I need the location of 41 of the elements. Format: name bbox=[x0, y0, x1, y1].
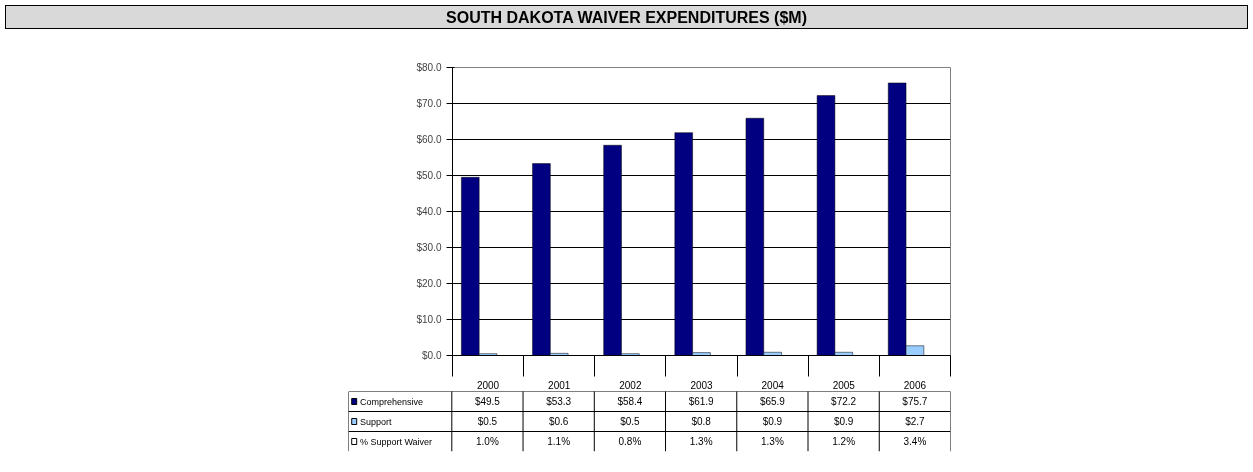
text: 1.3% bbox=[761, 436, 784, 447]
chart-title: SOUTH DAKOTA WAIVER EXPENDITURES ($M) bbox=[446, 8, 807, 28]
x-tick-label: 2006 bbox=[903, 379, 927, 391]
legend-label: % Support Waiver bbox=[359, 436, 433, 447]
text: 0.8% bbox=[618, 436, 642, 447]
y-tick-label: $70.0 bbox=[416, 98, 442, 109]
y-tick-label: $0.0 bbox=[422, 350, 442, 361]
text: 1.1% bbox=[547, 436, 571, 447]
data-label: $58.4 bbox=[617, 396, 643, 407]
text: 3.4% bbox=[903, 436, 927, 447]
y-tick-label: $50.0 bbox=[416, 170, 442, 181]
data-label: $65.9 bbox=[759, 396, 786, 407]
data-label: $0.9 bbox=[762, 416, 783, 427]
data-label: $53.3 bbox=[546, 396, 572, 407]
legend-label: Support bbox=[359, 416, 392, 427]
data-label: $2.7 bbox=[905, 416, 926, 427]
data-label: $0.5 bbox=[620, 416, 641, 427]
data-label: $75.7 bbox=[902, 396, 928, 407]
data-label: $0.5 bbox=[477, 416, 498, 427]
y-tick-label: $10.0 bbox=[416, 314, 442, 325]
x-tick-label: 2003 bbox=[690, 379, 714, 391]
text: 1.2% bbox=[832, 436, 856, 447]
x-tick-label: 2000 bbox=[476, 379, 500, 391]
legend-label: Comprehensive bbox=[359, 396, 423, 407]
y-tick-label: $30.0 bbox=[416, 242, 442, 253]
y-tick-label: $80.0 bbox=[416, 62, 442, 73]
data-label: $72.2 bbox=[831, 396, 857, 407]
x-tick-label: 2002 bbox=[619, 379, 642, 391]
x-tick-label: 2004 bbox=[761, 379, 785, 391]
data-label: $49.5 bbox=[474, 396, 501, 407]
y-tick-label: $20.0 bbox=[416, 278, 442, 289]
data-label: $0.9 bbox=[833, 416, 854, 427]
data-label: $0.8 bbox=[691, 416, 712, 427]
x-tick-label: 2001 bbox=[548, 379, 571, 391]
y-tick-label: $40.0 bbox=[416, 206, 442, 217]
data-label: $0.6 bbox=[548, 416, 569, 427]
text: 1.0% bbox=[476, 436, 499, 447]
data-label: $61.9 bbox=[688, 396, 715, 407]
x-tick-label: 2005 bbox=[832, 379, 856, 391]
text: 1.3% bbox=[689, 436, 713, 447]
y-tick-label: $60.0 bbox=[416, 134, 442, 145]
